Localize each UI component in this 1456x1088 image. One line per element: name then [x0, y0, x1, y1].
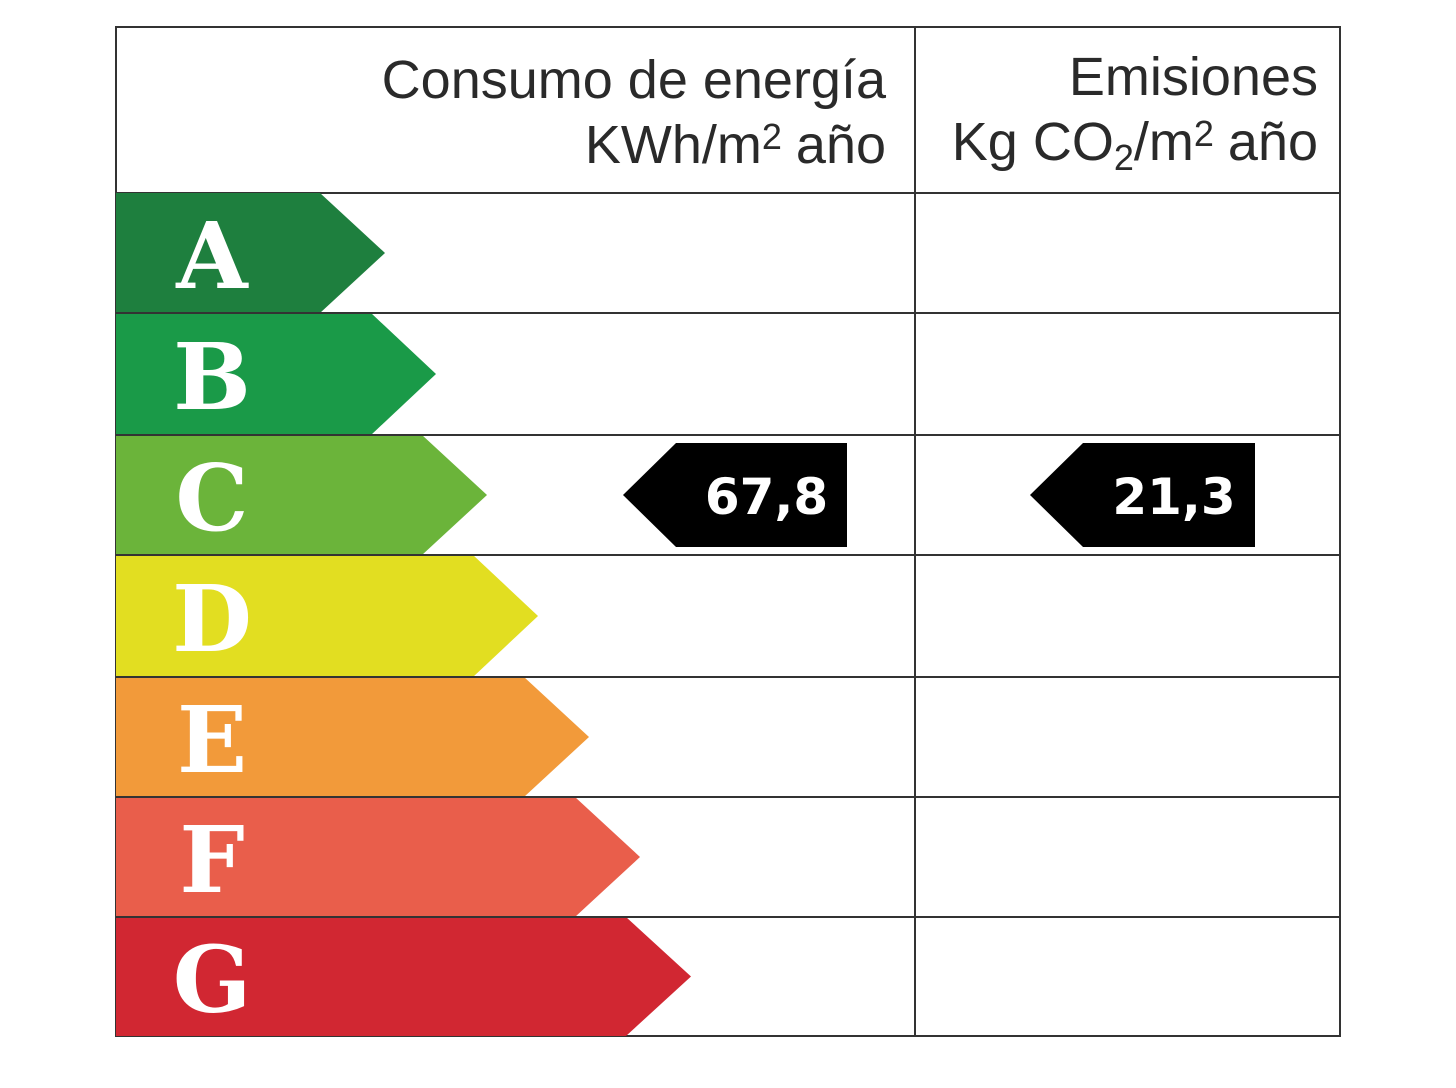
unit-superscript: 2: [762, 116, 782, 157]
rating-value: 67,8: [705, 468, 828, 526]
unit-superscript: 2: [1194, 113, 1214, 154]
unit-part: /m: [1134, 112, 1194, 172]
class-arrow: [116, 677, 589, 797]
class-letter: G: [173, 926, 252, 1034]
class-arrow: [116, 797, 640, 917]
unit-part: año: [796, 115, 886, 175]
class-letter: C: [175, 444, 248, 552]
emissions-unit: Kg CO2/m2 año: [952, 112, 1318, 178]
class-arrow: [116, 435, 487, 555]
class-arrow: [116, 555, 538, 677]
class-arrow: [116, 313, 436, 435]
unit-part: año: [1228, 112, 1318, 172]
unit-part: Kg CO: [952, 112, 1114, 172]
class-letter: E: [177, 686, 247, 794]
class-arrow: [116, 917, 691, 1036]
class-letter: D: [172, 565, 252, 673]
class-arrow: [116, 193, 385, 313]
rating-pointer: [1030, 443, 1255, 547]
rating-value: 21,3: [1112, 468, 1235, 526]
rating-pointer: [623, 443, 847, 547]
class-letter: F: [179, 806, 244, 914]
energy-title: Consumo de energía: [382, 50, 887, 110]
unit-part: KWh/m: [585, 115, 762, 175]
energy-unit: KWh/m2 año: [585, 115, 886, 175]
class-letter: A: [175, 202, 249, 310]
unit-subscript: 2: [1114, 137, 1134, 178]
emissions-title: Emisiones: [1069, 47, 1318, 107]
class-letter: B: [173, 323, 251, 431]
